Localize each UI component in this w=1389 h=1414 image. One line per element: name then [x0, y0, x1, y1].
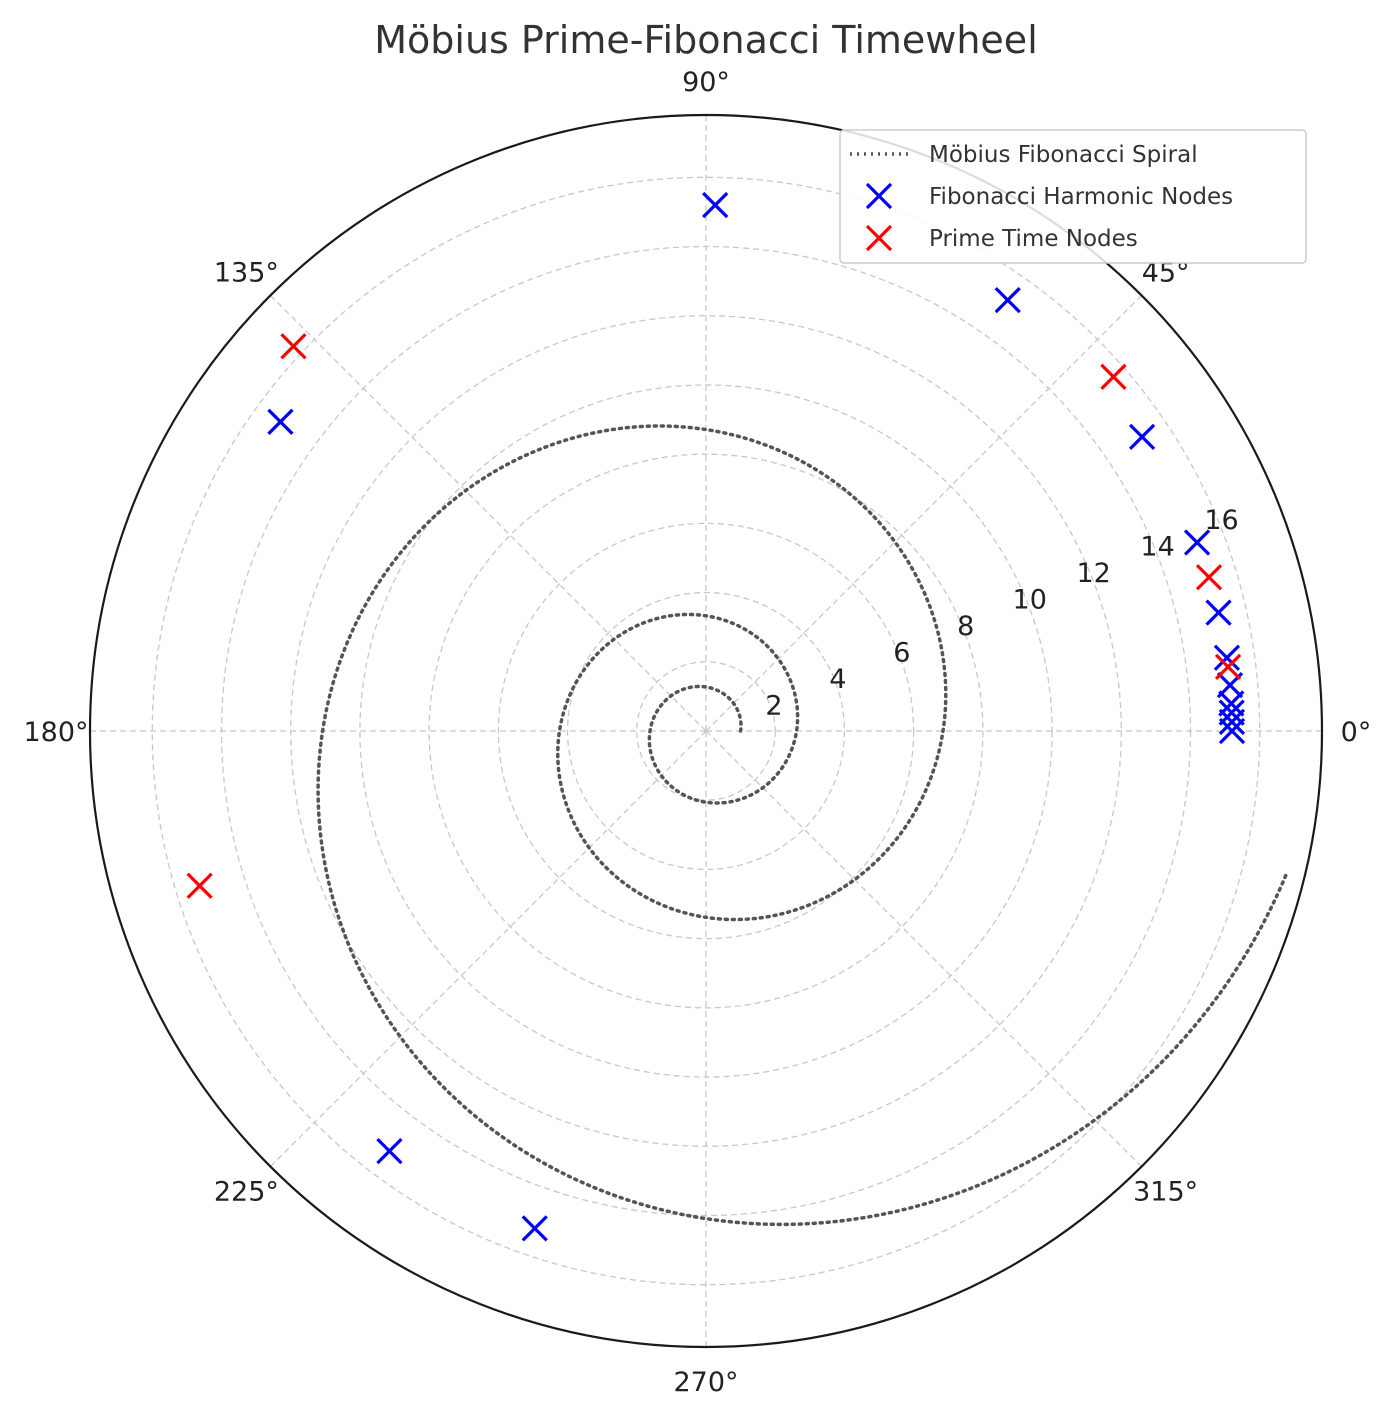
fibonacci-node-marker — [523, 1216, 547, 1240]
radial-tick-label: 10 — [1013, 585, 1047, 616]
fibonacci-node-marker — [996, 288, 1020, 312]
radial-tick-label: 2 — [765, 691, 782, 722]
angle-gridline-135 — [270, 295, 706, 731]
prime-node-marker — [1101, 365, 1125, 389]
angle-tick-label: 270° — [673, 1367, 738, 1398]
fibonacci-node-marker — [268, 410, 292, 434]
chart-title: Möbius Prime-Fibonacci Timewheel — [374, 18, 1038, 62]
legend: Möbius Fibonacci Spiral Fibonacci Harmon… — [840, 130, 1306, 263]
legend-label-spiral: Möbius Fibonacci Spiral — [929, 142, 1198, 168]
legend-label-prime: Prime Time Nodes — [929, 226, 1138, 252]
prime-node-marker — [281, 334, 305, 358]
angle-gridline-225 — [270, 731, 706, 1167]
angle-gridline-45 — [706, 295, 1142, 731]
radial-tick-label: 16 — [1204, 505, 1238, 536]
fibonacci-node-marker — [703, 193, 727, 217]
angle-tick-label: 315° — [1133, 1177, 1198, 1208]
fibonacci-node-marker — [377, 1139, 401, 1163]
radial-tick-label: 14 — [1140, 532, 1174, 563]
fibonacci-node-marker — [1207, 601, 1231, 625]
radial-tick-label: 6 — [893, 638, 910, 669]
angle-tick-label: 180° — [23, 717, 88, 748]
radial-tick-label: 12 — [1076, 558, 1110, 589]
radial-tick-label: 4 — [829, 664, 846, 695]
prime-node-marker — [1197, 565, 1221, 589]
angle-tick-label: 0° — [1341, 717, 1372, 748]
fibonacci-node-marker — [1130, 425, 1154, 449]
legend-label-fibonacci: Fibonacci Harmonic Nodes — [929, 184, 1233, 210]
radial-tick-label: 8 — [957, 611, 974, 642]
marker-layer — [188, 193, 1244, 1240]
angle-tick-label: 135° — [214, 257, 279, 288]
angle-tick-label: 90° — [682, 67, 730, 98]
prime-node-marker — [188, 874, 212, 898]
angle-tick-label: 225° — [214, 1177, 279, 1208]
grid-layer — [90, 115, 1322, 1347]
